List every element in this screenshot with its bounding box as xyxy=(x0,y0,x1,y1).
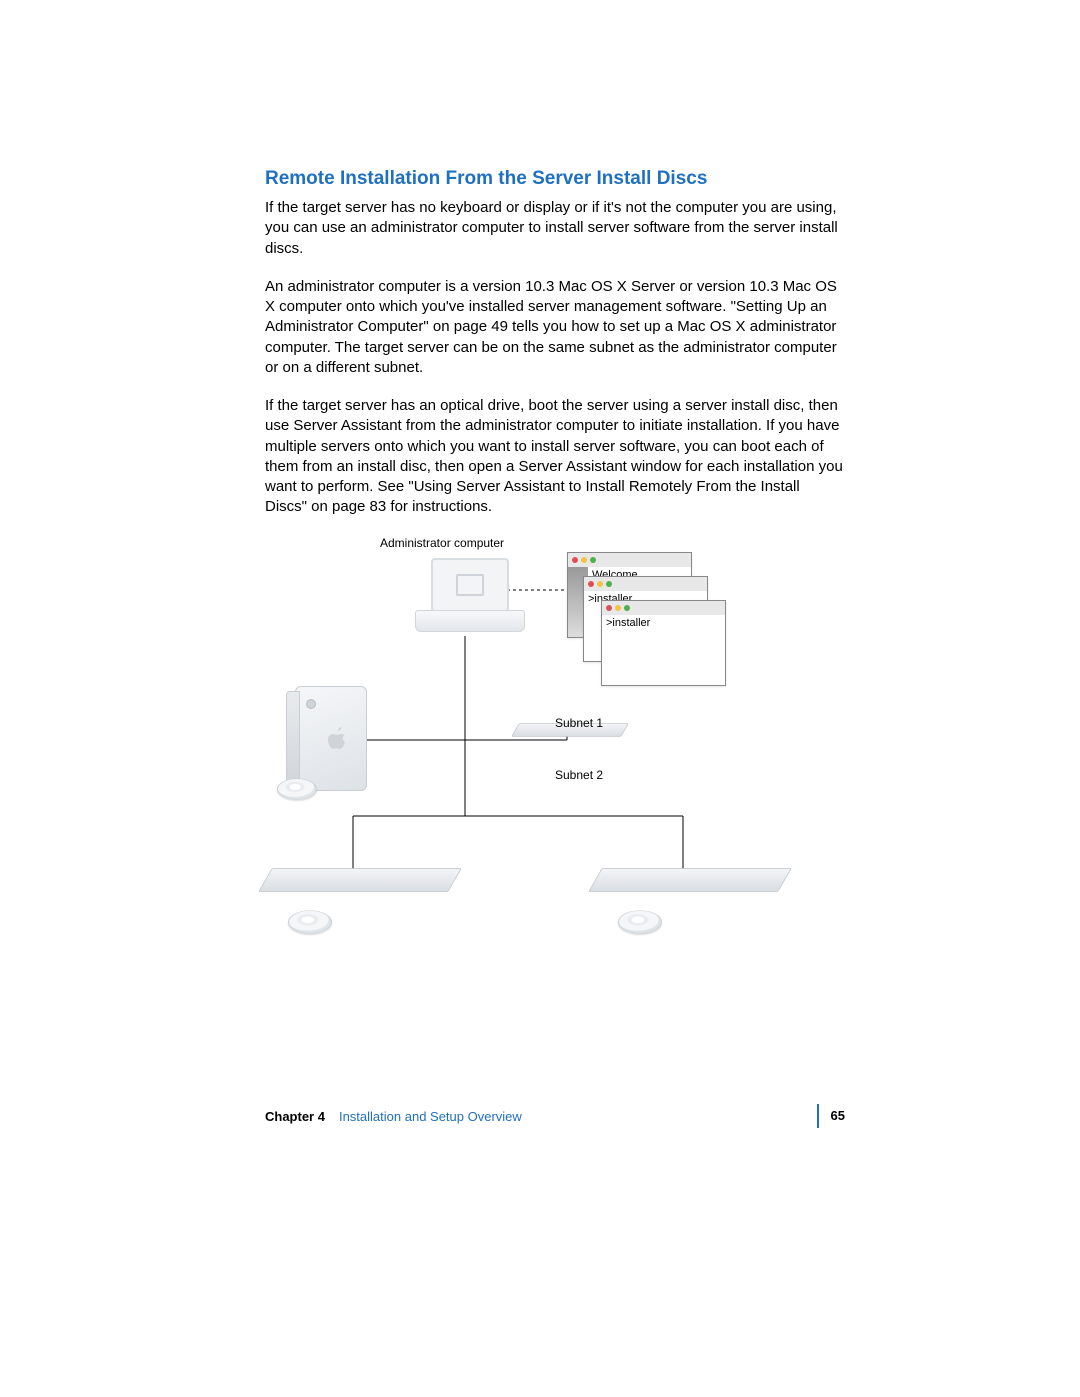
subnet-label: Subnet 1 xyxy=(555,716,603,730)
page-content: Remote Installation From the Server Inst… xyxy=(265,168,845,996)
admin-computer-label: Administrator computer xyxy=(380,536,504,550)
body-paragraph: If the target server has an optical driv… xyxy=(265,396,845,518)
network-diagram: Administrator computerWelcome>installer>… xyxy=(265,536,825,996)
chapter-label: Chapter 4 xyxy=(265,1109,325,1124)
window-text: >installer xyxy=(606,617,650,683)
body-paragraph: An administrator computer is a version 1… xyxy=(265,277,845,378)
section-title: Remote Installation From the Server Inst… xyxy=(265,168,845,190)
subnet-label: Subnet 2 xyxy=(555,768,603,782)
page-footer: Chapter 4 Installation and Setup Overvie… xyxy=(265,1104,845,1128)
body-paragraph: If the target server has no keyboard or … xyxy=(265,198,845,259)
laptop-icon xyxy=(415,558,525,638)
chapter-title: Installation and Setup Overview xyxy=(339,1109,522,1124)
installer-window: >installer xyxy=(601,600,726,686)
rack-server-icon xyxy=(595,866,785,894)
rack-server-icon xyxy=(265,866,455,894)
page-number: 65 xyxy=(817,1104,845,1128)
tower-server-icon xyxy=(285,686,375,801)
